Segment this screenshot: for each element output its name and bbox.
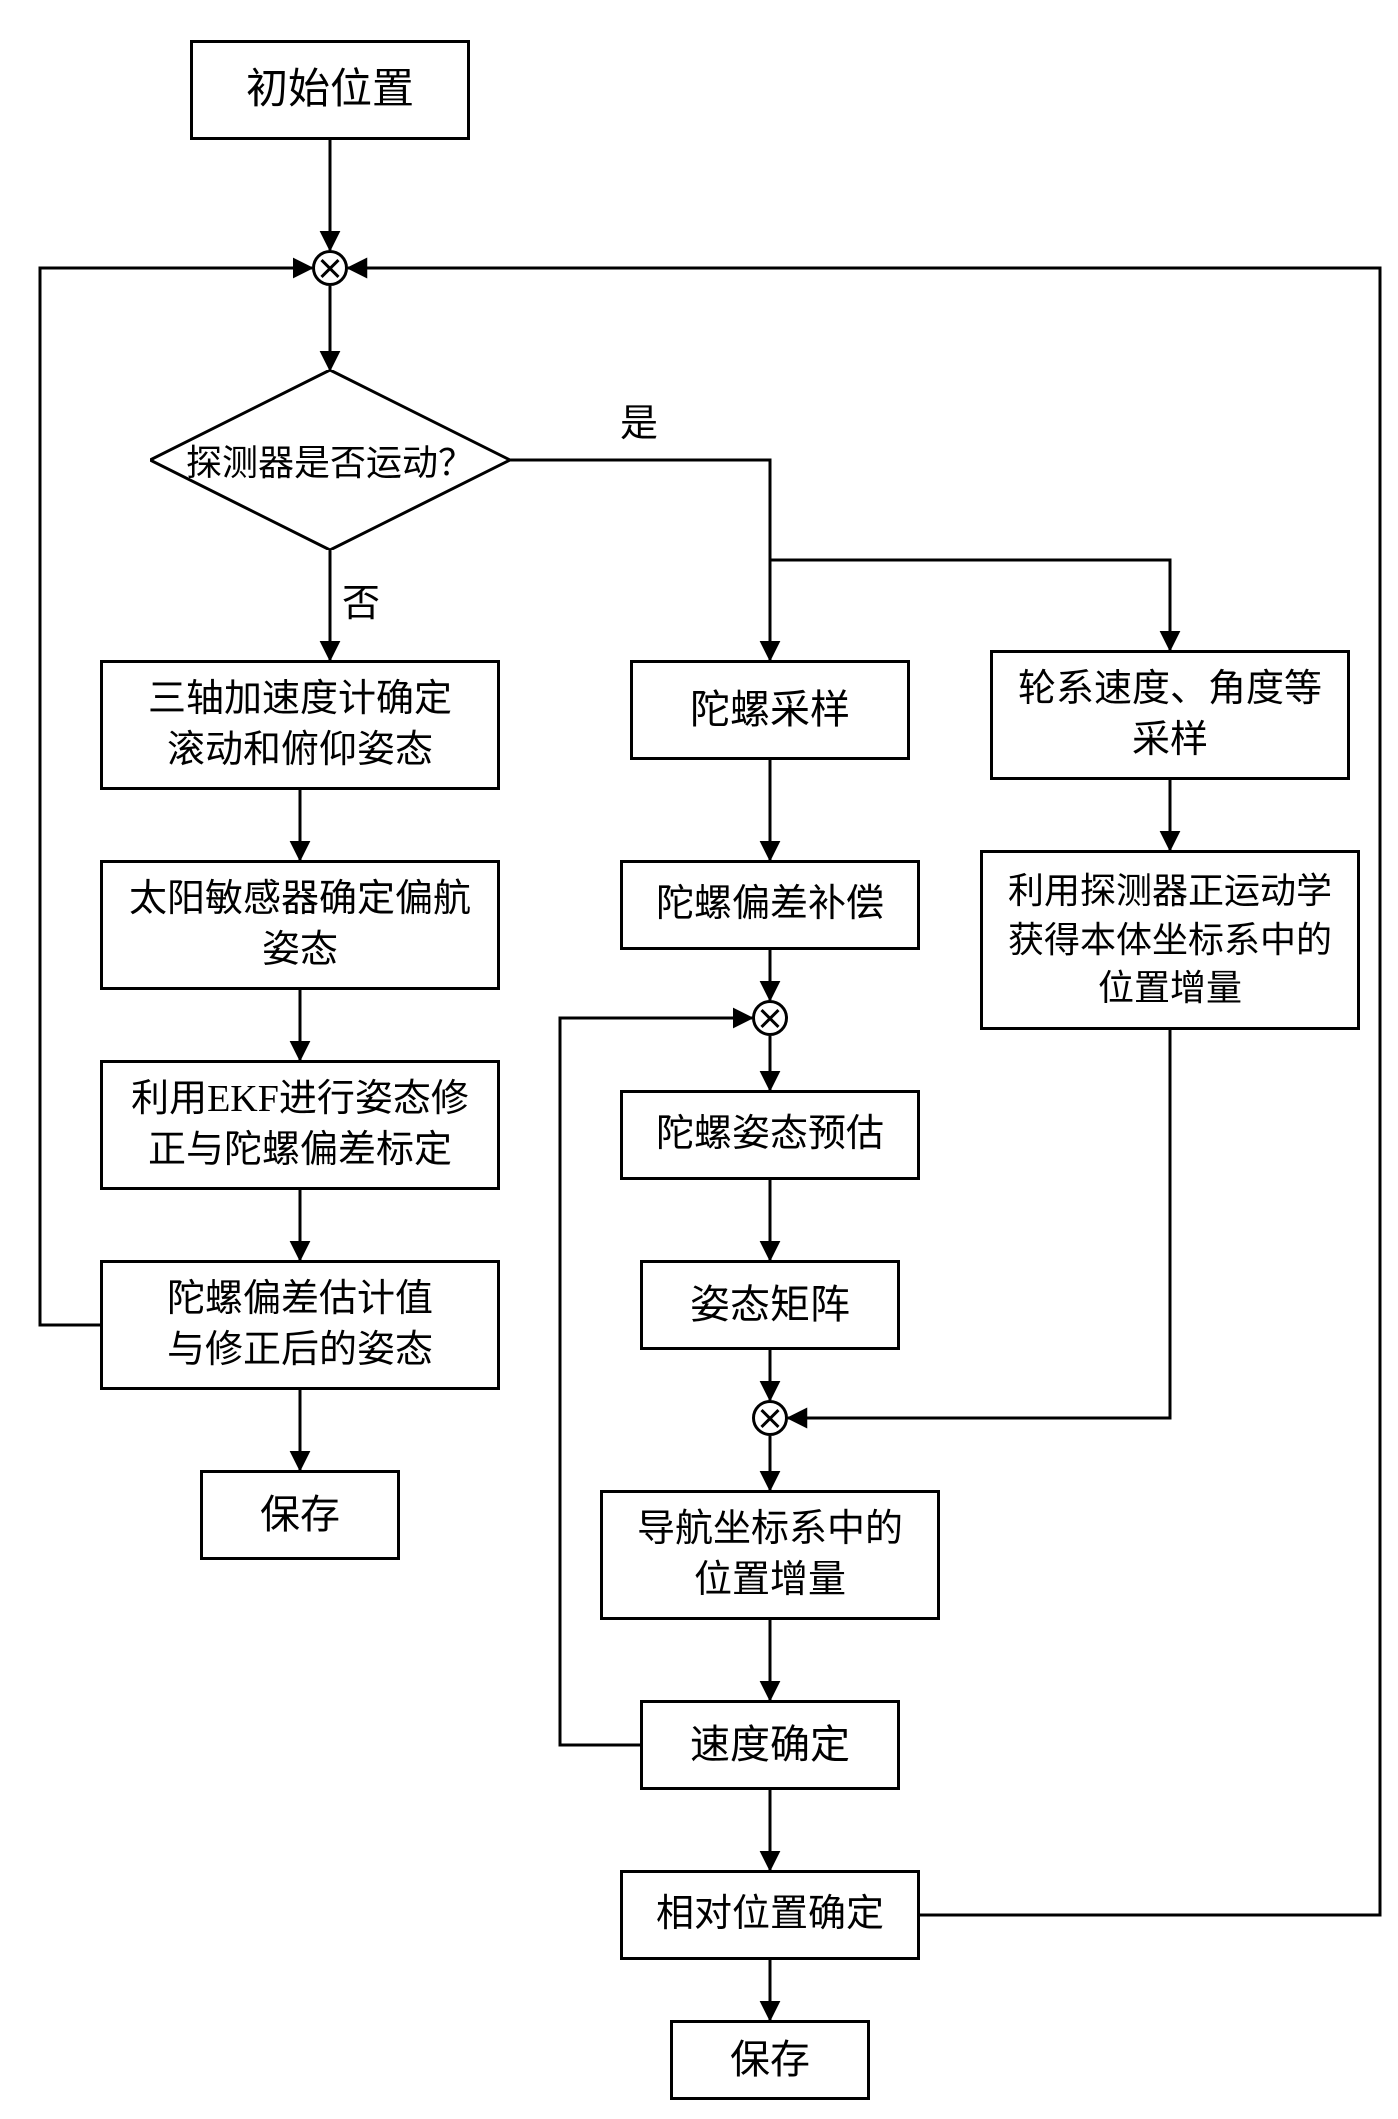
node-label: 相对位置确定 bbox=[656, 1889, 884, 1940]
node-label: 姿态矩阵 bbox=[690, 1278, 850, 1332]
node-label: 初始位置 bbox=[246, 62, 414, 119]
node-w2: 利用探测器正运动学获得本体坐标系中的位置增量 bbox=[980, 850, 1360, 1030]
edge-yes_split-w1 bbox=[770, 560, 1170, 650]
node-g8: 保存 bbox=[670, 2020, 870, 2100]
node-g5: 导航坐标系中的位置增量 bbox=[600, 1490, 940, 1620]
node-g2: 陀螺偏差补偿 bbox=[620, 860, 920, 950]
node-n2: 太阳敏感器确定偏航姿态 bbox=[100, 860, 500, 990]
node-label: 速度确定 bbox=[690, 1718, 850, 1772]
node-n3: 利用EKF进行姿态修正与陀螺偏差标定 bbox=[100, 1060, 500, 1190]
node-n1: 三轴加速度计确定滚动和俯仰姿态 bbox=[100, 660, 500, 790]
sum-junction-sum2 bbox=[752, 1000, 788, 1036]
node-label: 三轴加速度计确定滚动和俯仰姿态 bbox=[148, 674, 452, 777]
node-label: 保存 bbox=[730, 2033, 810, 2087]
node-label: 陀螺姿态预估 bbox=[656, 1109, 884, 1160]
edge-decision-yes_split bbox=[510, 460, 770, 560]
node-g4: 姿态矩阵 bbox=[640, 1260, 900, 1350]
node-label: 利用探测器正运动学获得本体坐标系中的位置增量 bbox=[1008, 867, 1332, 1013]
flowchart-canvas: 初始位置探测器是否运动？ 否 是三轴加速度计确定滚动和俯仰姿态太阳敏感器确定偏航姿态… bbox=[0, 0, 1398, 2119]
node-g7: 相对位置确定 bbox=[620, 1870, 920, 1960]
sum-junction-sum3 bbox=[752, 1400, 788, 1436]
node-label: 太阳敏感器确定偏航姿态 bbox=[129, 874, 471, 977]
node-g1: 陀螺采样 bbox=[630, 660, 910, 760]
edge-label-yes_label: 是 bbox=[620, 392, 658, 447]
node-start: 初始位置 bbox=[190, 40, 470, 140]
sum-junction-sum1 bbox=[312, 250, 348, 286]
node-label: 陀螺偏差补偿 bbox=[656, 879, 884, 930]
edge-w2-sum3 bbox=[788, 1030, 1170, 1418]
node-n5: 保存 bbox=[200, 1470, 400, 1560]
decision-decision: 探测器是否运动？ bbox=[150, 370, 510, 550]
node-label: 轮系速度、角度等采样 bbox=[1018, 664, 1322, 767]
node-label: 导航坐标系中的位置增量 bbox=[637, 1504, 903, 1607]
node-label: 陀螺偏差估计值与修正后的姿态 bbox=[167, 1274, 433, 1377]
node-g3: 陀螺姿态预估 bbox=[620, 1090, 920, 1180]
node-label: 陀螺采样 bbox=[690, 683, 850, 737]
node-label: 保存 bbox=[260, 1488, 340, 1542]
node-g6: 速度确定 bbox=[640, 1700, 900, 1790]
node-label: 利用EKF进行姿态修正与陀螺偏差标定 bbox=[131, 1074, 469, 1177]
node-w1: 轮系速度、角度等采样 bbox=[990, 650, 1350, 780]
edge-label-no_label: 否 bbox=[342, 572, 380, 627]
node-n4: 陀螺偏差估计值与修正后的姿态 bbox=[100, 1260, 500, 1390]
node-label: 探测器是否运动？ bbox=[186, 434, 474, 486]
